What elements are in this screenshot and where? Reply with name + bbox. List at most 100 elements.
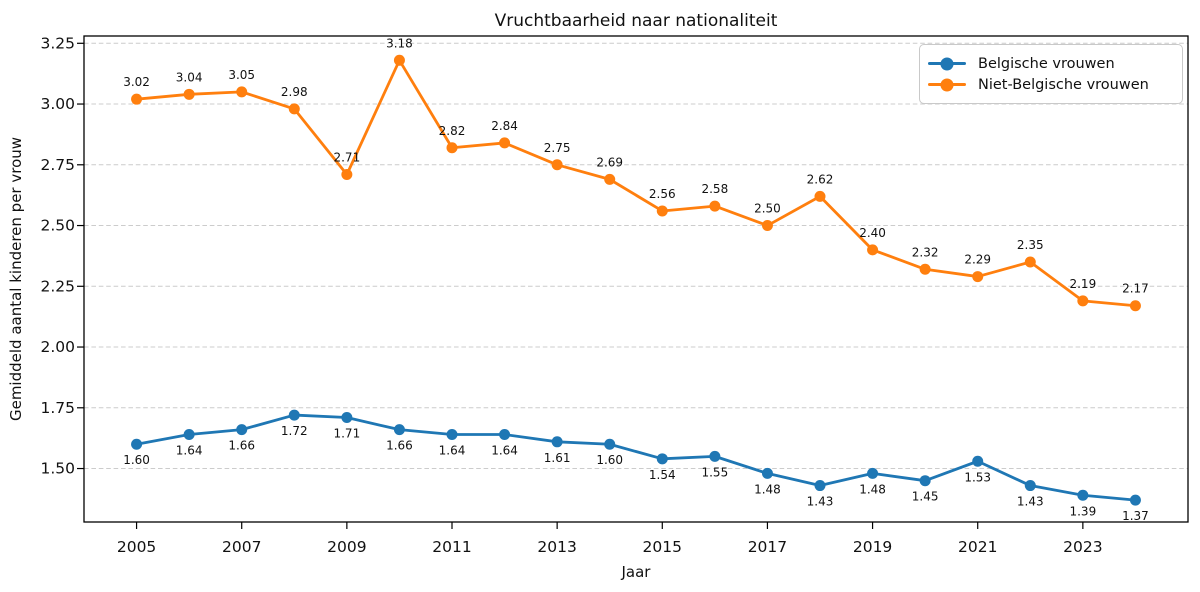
x-tick-label: 2013 <box>537 538 576 556</box>
x-tick-label: 2011 <box>432 538 471 556</box>
data-point-belgische-vrouwen <box>814 480 826 492</box>
y-tick-label: 3.00 <box>40 95 75 113</box>
data-point-label-niet-belgische-vrouwen: 2.29 <box>964 253 991 267</box>
data-point-belgische-vrouwen <box>656 453 668 465</box>
data-point-label-belgische-vrouwen: 1.48 <box>754 482 781 496</box>
data-point-label-niet-belgische-vrouwen: 3.05 <box>228 68 255 82</box>
data-point-niet-belgische-vrouwen <box>131 93 143 105</box>
data-point-label-niet-belgische-vrouwen: 2.50 <box>754 202 781 216</box>
data-point-label-niet-belgische-vrouwen: 3.04 <box>176 70 203 84</box>
data-point-belgische-vrouwen <box>499 429 511 441</box>
legend-entry-belgische: Belgische vrouwen <box>928 56 1174 72</box>
data-point-label-niet-belgische-vrouwen: 2.69 <box>596 155 623 169</box>
data-point-label-niet-belgische-vrouwen: 2.98 <box>281 85 308 99</box>
data-point-label-niet-belgische-vrouwen: 2.19 <box>1069 277 1096 291</box>
data-point-label-belgische-vrouwen: 1.45 <box>912 490 939 504</box>
y-tick-label: 1.75 <box>40 399 75 417</box>
data-point-label-niet-belgische-vrouwen: 2.58 <box>701 182 728 196</box>
y-tick-label: 2.50 <box>40 217 75 235</box>
data-point-label-belgische-vrouwen: 1.71 <box>333 427 360 441</box>
data-point-label-belgische-vrouwen: 1.66 <box>228 439 255 453</box>
data-point-niet-belgische-vrouwen <box>446 142 458 154</box>
plot-border <box>83 35 1189 523</box>
x-tick-label: 2007 <box>222 538 261 556</box>
data-point-label-niet-belgische-vrouwen: 2.75 <box>544 141 571 155</box>
data-point-niet-belgische-vrouwen <box>972 271 984 283</box>
data-point-belgische-vrouwen <box>1129 494 1141 506</box>
x-tick-label: 2021 <box>958 538 997 556</box>
data-point-niet-belgische-vrouwen <box>1129 300 1141 312</box>
data-point-label-niet-belgische-vrouwen: 2.82 <box>439 124 466 138</box>
data-point-label-belgische-vrouwen: 1.55 <box>701 465 728 479</box>
data-point-belgische-vrouwen <box>341 412 353 424</box>
data-point-belgische-vrouwen <box>393 424 405 436</box>
legend-label: Niet-Belgische vrouwen <box>978 76 1149 93</box>
data-point-belgische-vrouwen <box>972 455 984 467</box>
data-point-label-niet-belgische-vrouwen: 2.84 <box>491 119 518 133</box>
data-point-label-belgische-vrouwen: 1.60 <box>596 453 623 467</box>
legend-line-sample-icon <box>928 57 966 70</box>
x-tick-label: 2009 <box>327 538 366 556</box>
legend-entry-niet-belgische: Niet-Belgische vrouwen <box>928 77 1174 93</box>
data-point-niet-belgische-vrouwen <box>709 200 721 212</box>
data-point-belgische-vrouwen <box>1024 480 1036 492</box>
data-point-label-niet-belgische-vrouwen: 2.62 <box>807 172 834 186</box>
data-point-belgische-vrouwen <box>709 450 721 462</box>
data-point-belgische-vrouwen <box>1077 489 1089 501</box>
data-point-niet-belgische-vrouwen <box>341 169 353 181</box>
data-point-niet-belgische-vrouwen <box>919 263 931 275</box>
data-point-label-belgische-vrouwen: 1.43 <box>807 495 834 509</box>
data-point-niet-belgische-vrouwen <box>1077 295 1089 307</box>
data-point-niet-belgische-vrouwen <box>499 137 511 149</box>
data-point-belgische-vrouwen <box>446 429 458 441</box>
data-point-niet-belgische-vrouwen <box>183 88 195 100</box>
data-point-niet-belgische-vrouwen <box>551 159 563 171</box>
legend-label: Belgische vrouwen <box>978 55 1115 72</box>
data-point-niet-belgische-vrouwen <box>656 205 668 217</box>
data-point-label-belgische-vrouwen: 1.53 <box>964 470 991 484</box>
data-point-label-belgische-vrouwen: 1.60 <box>123 453 150 467</box>
series-line-belgische-vrouwen <box>135 413 1137 502</box>
data-point-belgische-vrouwen <box>867 467 879 479</box>
data-point-belgische-vrouwen <box>551 436 563 448</box>
series-line-niet-belgische-vrouwen <box>135 58 1137 308</box>
data-point-niet-belgische-vrouwen <box>814 190 826 202</box>
data-point-label-niet-belgische-vrouwen: 2.32 <box>912 245 939 259</box>
data-point-label-belgische-vrouwen: 1.39 <box>1069 504 1096 518</box>
data-point-label-belgische-vrouwen: 1.64 <box>439 444 466 458</box>
data-point-label-niet-belgische-vrouwen: 2.71 <box>333 151 360 165</box>
data-point-niet-belgische-vrouwen <box>288 103 300 115</box>
y-tick-label: 3.25 <box>40 34 75 52</box>
data-point-belgische-vrouwen <box>131 438 143 450</box>
legend: Belgische vrouwen Niet-Belgische vrouwen <box>919 44 1183 104</box>
data-point-label-niet-belgische-vrouwen: 2.40 <box>859 226 886 240</box>
data-point-label-belgische-vrouwen: 1.72 <box>281 424 308 438</box>
data-point-belgische-vrouwen <box>604 438 616 450</box>
x-tick-label: 2019 <box>853 538 892 556</box>
data-point-label-niet-belgische-vrouwen: 3.02 <box>123 75 150 89</box>
legend-dot-icon <box>940 57 954 70</box>
data-point-label-belgische-vrouwen: 1.64 <box>491 444 518 458</box>
x-tick-label: 2015 <box>643 538 682 556</box>
data-point-belgische-vrouwen <box>761 467 773 479</box>
data-point-niet-belgische-vrouwen <box>236 86 248 98</box>
data-point-belgische-vrouwen <box>288 409 300 421</box>
data-point-label-belgische-vrouwen: 1.37 <box>1122 509 1149 523</box>
data-point-label-belgische-vrouwen: 1.61 <box>544 451 571 465</box>
data-point-label-niet-belgische-vrouwen: 2.17 <box>1122 282 1149 296</box>
y-tick-label: 1.50 <box>40 460 75 478</box>
y-tick-label: 2.25 <box>40 277 75 295</box>
data-point-niet-belgische-vrouwen <box>761 220 773 232</box>
data-point-niet-belgische-vrouwen <box>867 244 879 256</box>
x-axis-label: Jaar <box>621 563 651 581</box>
data-point-niet-belgische-vrouwen <box>604 173 616 185</box>
data-point-label-niet-belgische-vrouwen: 3.18 <box>386 36 413 50</box>
y-tick-label: 2.00 <box>40 338 75 356</box>
x-tick-label: 2005 <box>117 538 156 556</box>
data-point-belgische-vrouwen <box>919 475 931 487</box>
x-tick-label: 2023 <box>1063 538 1102 556</box>
data-point-niet-belgische-vrouwen <box>1024 256 1036 268</box>
y-axis-label: Gemiddeld aantal kinderen per vrouw <box>7 136 25 422</box>
data-point-label-niet-belgische-vrouwen: 2.35 <box>1017 238 1044 252</box>
